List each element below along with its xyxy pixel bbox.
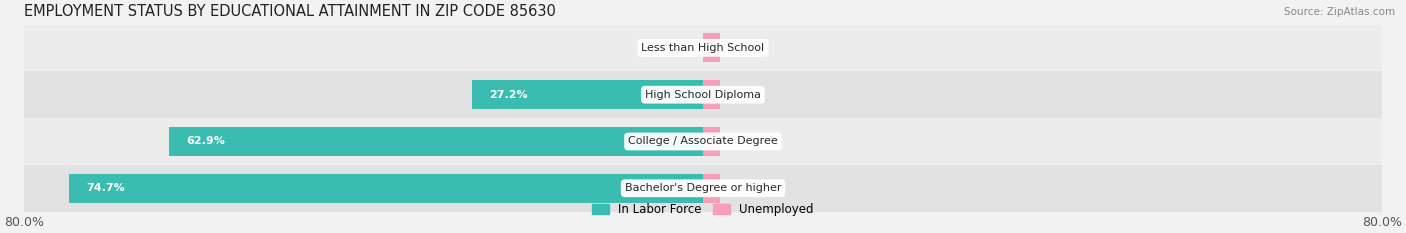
Text: 0.0%: 0.0% (733, 43, 761, 53)
Text: 62.9%: 62.9% (186, 137, 225, 147)
Text: College / Associate Degree: College / Associate Degree (628, 137, 778, 147)
Text: 0.0%: 0.0% (733, 90, 761, 100)
Bar (703, 174, 720, 203)
Bar (24, 118, 1382, 165)
Text: Source: ZipAtlas.com: Source: ZipAtlas.com (1284, 7, 1395, 17)
Bar (472, 80, 703, 109)
Bar (169, 127, 703, 156)
Text: 0.0%: 0.0% (733, 183, 761, 193)
Text: 0.0%: 0.0% (662, 43, 690, 53)
Text: 0.0%: 0.0% (733, 137, 761, 147)
Text: Less than High School: Less than High School (641, 43, 765, 53)
Bar (703, 33, 720, 62)
Text: 74.7%: 74.7% (86, 183, 125, 193)
Text: 27.2%: 27.2% (489, 90, 527, 100)
Text: Bachelor's Degree or higher: Bachelor's Degree or higher (624, 183, 782, 193)
Legend: In Labor Force, Unemployed: In Labor Force, Unemployed (588, 198, 818, 221)
Bar (703, 127, 720, 156)
Bar (24, 24, 1382, 71)
Bar (69, 174, 703, 203)
Bar (24, 165, 1382, 212)
Bar (24, 71, 1382, 118)
Bar (703, 80, 720, 109)
Text: EMPLOYMENT STATUS BY EDUCATIONAL ATTAINMENT IN ZIP CODE 85630: EMPLOYMENT STATUS BY EDUCATIONAL ATTAINM… (24, 4, 555, 19)
Text: High School Diploma: High School Diploma (645, 90, 761, 100)
